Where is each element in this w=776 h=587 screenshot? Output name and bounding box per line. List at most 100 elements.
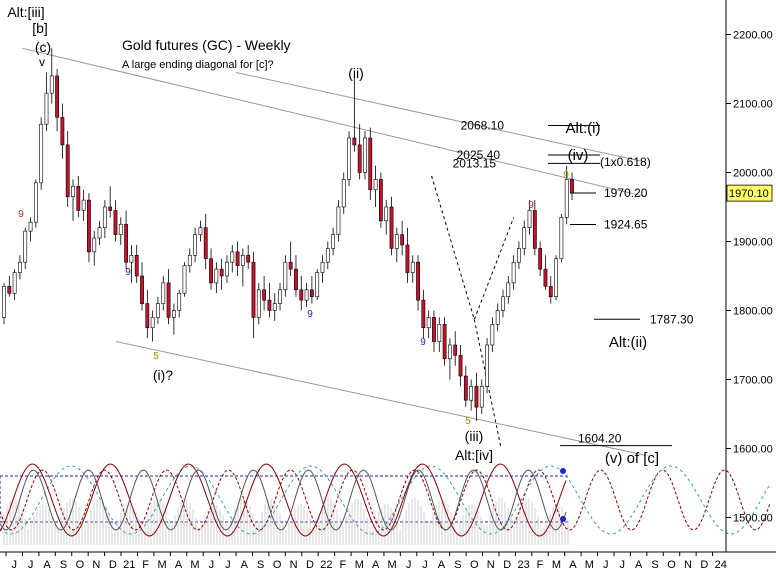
target-label: 1787.30 [650, 312, 694, 326]
x-tick-label: 21 [123, 559, 135, 571]
candle-up [225, 261, 229, 277]
candle-up [320, 261, 325, 273]
x-tick-label: O [273, 559, 282, 571]
candle-down [400, 234, 405, 246]
x-tick-label: J [209, 559, 215, 571]
candle-down [463, 375, 468, 401]
candle-up [278, 289, 282, 304]
x-tick-label: F [339, 559, 346, 571]
candle-up [39, 123, 44, 184]
wave-label: Alt:[iv] [455, 447, 493, 463]
candle-up [495, 310, 500, 325]
x-tick-label: J [422, 559, 428, 571]
candle-up [28, 221, 33, 232]
candle-up [118, 223, 123, 235]
x-tick-label: 23 [517, 559, 529, 571]
candle-up [448, 344, 452, 360]
candle-up [161, 282, 166, 304]
candle-down [113, 210, 118, 235]
candle-down [357, 144, 362, 173]
candle-up [49, 75, 54, 94]
channel-line-upper [22, 47, 646, 198]
target-label: 1924.65 [604, 217, 648, 231]
candle-up [193, 234, 197, 256]
candle-down [294, 268, 298, 291]
candle-up [283, 261, 288, 291]
wave-label: v [39, 55, 45, 69]
wave-label: (v) of [c] [605, 450, 659, 467]
wave-label: (c) [35, 39, 51, 55]
candle-up [18, 261, 22, 273]
y-tick-label: 1500.00 [733, 513, 773, 525]
x-tick-label: D [306, 559, 314, 571]
candle-up [71, 186, 75, 197]
x-tick-label: J [406, 559, 412, 571]
x-tick-label: M [190, 559, 199, 571]
candle-down [108, 206, 113, 211]
osc-red-dotted-wave [0, 469, 771, 531]
osc-grey-wave [0, 469, 567, 531]
candle-down [368, 137, 373, 191]
candle-up [506, 282, 511, 297]
candle-down [87, 199, 91, 253]
candle-up [373, 179, 378, 191]
candle-up [490, 323, 495, 346]
target-label: 1970.20 [604, 186, 648, 200]
candle-down [166, 282, 171, 318]
candle-down [76, 186, 81, 211]
candle-up [256, 289, 261, 318]
candle-up [177, 292, 182, 311]
candle-up [325, 248, 330, 263]
x-tick-label: N [487, 559, 495, 571]
candle-up [81, 199, 86, 211]
candle-up [511, 261, 516, 284]
candle-down [140, 275, 144, 304]
wave-label: (iii) [465, 428, 484, 444]
x-tick-label: M [355, 559, 364, 571]
candle-down [532, 210, 537, 249]
wave-labels: Alt:[iii][b] (c)v (ii) (i)? (iii) Alt:[iv] Alt… [7, 4, 659, 467]
candle-up [156, 303, 160, 318]
candle-down [60, 117, 65, 146]
x-tick-label: F [142, 559, 149, 571]
candle-down [570, 179, 574, 194]
candle-up [559, 217, 564, 260]
candle-up [97, 227, 102, 239]
candle-up [187, 255, 192, 266]
count-label: 9 [420, 337, 426, 348]
y-tick-label: 1800.00 [733, 306, 773, 318]
x-tick-label: D [109, 559, 117, 571]
candle-down [262, 289, 267, 301]
last-price-label: 1970.10 [729, 188, 769, 200]
count-label: 9 [125, 267, 131, 278]
count-label: 9 [528, 200, 534, 211]
candle-up [272, 303, 277, 311]
candle-up [410, 261, 415, 273]
y-tick-label: 2100.00 [733, 99, 773, 111]
y-tick-label: 2200.00 [733, 30, 773, 42]
candle-down [209, 258, 213, 284]
count-label: 5 [465, 416, 471, 427]
candle-down [134, 255, 139, 277]
candle-up [129, 255, 134, 263]
candle-down [474, 386, 479, 408]
x-tick-label: J [619, 559, 625, 571]
candle-down [246, 255, 251, 263]
x-tick-label: A [241, 559, 249, 571]
candle-down [65, 144, 70, 197]
x-tick-label: S [257, 559, 264, 571]
candle-up [33, 182, 38, 223]
candle-down [235, 251, 240, 266]
y-tick-label: 1600.00 [733, 444, 773, 456]
candle-up [517, 248, 521, 263]
candle-down [432, 317, 436, 342]
candle-down [442, 323, 447, 360]
candle-up [171, 310, 176, 318]
candle-up [240, 255, 245, 266]
axes: 1500.00 1600.00 1700.00 1800.00 1900.00 2000.… [0, 0, 776, 571]
wave-label: (i)? [153, 367, 173, 383]
x-tick-label: O [76, 559, 85, 571]
wave-label: (iv) [568, 147, 589, 164]
candle-up [336, 206, 341, 235]
